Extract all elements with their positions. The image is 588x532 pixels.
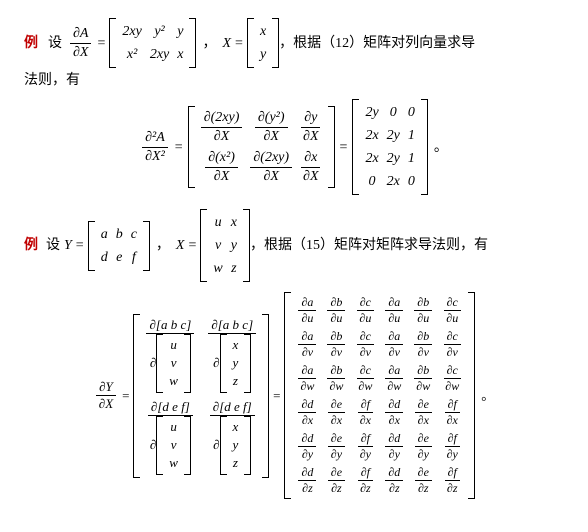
partial-cell: ∂f∂y xyxy=(353,430,378,463)
ex1-mid-matrix: ∂(2xy)∂X ∂(y²)∂X ∂y∂X ∂(x²)∂X ∂(2xy)∂X ∂… xyxy=(188,106,335,188)
partial-cell: ∂e∂x xyxy=(411,396,436,429)
partial-cell: ∂a∂v xyxy=(294,328,320,361)
partial-cell: ∂c∂v xyxy=(440,328,465,361)
partial-cell: ∂c∂u xyxy=(439,294,465,327)
ex1-line1: 例 设 ∂A ∂X = 2xyy²y x²2xyx ， X = x y ，根据（… xyxy=(24,18,564,68)
ex1-tail2: 法则，有 xyxy=(24,70,564,91)
dY-dX: ∂Y ∂X xyxy=(94,379,118,413)
partial-cell: ∂f∂y xyxy=(440,430,465,463)
partial-cell: ∂f∂z xyxy=(440,464,465,497)
d2A-dX2: ∂²A ∂X² xyxy=(140,129,170,165)
partial-cell: ∂c∂w xyxy=(351,362,379,395)
ex1-tail1: ，根据（12）矩阵对列向量求导 xyxy=(279,33,475,54)
partial-cell: ∂b∂v xyxy=(410,328,436,361)
partial-cell: ∂e∂y xyxy=(411,430,436,463)
ex2-big-matrix: ∂a∂u∂b∂u∂c∂u∂a∂u∂b∂u∂c∂u∂a∂v∂b∂v∂c∂v∂a∂v… xyxy=(284,292,475,499)
example-label: 例 xyxy=(24,33,38,54)
partial-cell: ∂e∂z xyxy=(411,464,436,497)
partial-cell: ∂d∂z xyxy=(294,464,320,497)
matrix-Y: abc def xyxy=(88,221,150,271)
partial-cell: ∂b∂u xyxy=(410,294,436,327)
ex2-tail: ，根据（15）矩阵对矩阵求导法则，有 xyxy=(250,235,488,256)
partial-cell: ∂c∂u xyxy=(352,294,378,327)
ex2-line1: 例 设 Y = abc def ， X = ux vy wz ，根据（15）矩阵… xyxy=(24,209,564,282)
partial-cell: ∂d∂x xyxy=(381,396,407,429)
partial-cell: ∂a∂u xyxy=(381,294,407,327)
partial-cell: ∂a∂u xyxy=(294,294,320,327)
partial-cell: ∂a∂v xyxy=(381,328,407,361)
example-label-2: 例 xyxy=(24,235,38,256)
partial-cell: ∂d∂z xyxy=(381,464,407,497)
partial-cell: ∂a∂w xyxy=(380,362,408,395)
partial-cell: ∂e∂z xyxy=(324,464,349,497)
set-label-2: 设 xyxy=(46,235,60,256)
partial-cell: ∂a∂w xyxy=(293,362,321,395)
partial-cell: ∂c∂v xyxy=(353,328,378,361)
partial-cell: ∂b∂w xyxy=(322,362,350,395)
partial-cell: ∂e∂x xyxy=(324,396,349,429)
matrix-X2: ux vy wz xyxy=(200,209,250,282)
ex2-mid-matrix: ∂[a b c] ∂ uvw ∂[a b c] ∂ xyxy=(133,314,269,478)
partial-cell: ∂c∂w xyxy=(438,362,466,395)
partial-cell: ∂b∂u xyxy=(323,294,349,327)
partial-cell: ∂f∂x xyxy=(440,396,465,429)
partial-cell: ∂f∂z xyxy=(353,464,378,497)
partial-cell: ∂f∂x xyxy=(353,396,378,429)
matrix-A: 2xyy²y x²2xyx xyxy=(109,18,196,68)
matrix-X1: x y xyxy=(247,18,279,68)
partial-cell: ∂b∂v xyxy=(323,328,349,361)
partial-cell: ∂b∂w xyxy=(409,362,437,395)
partial-cell: ∂d∂x xyxy=(294,396,320,429)
set-label: 设 xyxy=(48,33,62,54)
partial-cell: ∂d∂y xyxy=(294,430,320,463)
ex1-rhs-matrix: 2y00 2x2y1 2x2y1 02x0 xyxy=(352,99,427,195)
dA-dX: ∂A ∂X xyxy=(68,25,93,61)
partial-cell: ∂e∂y xyxy=(324,430,349,463)
ex1-equation: ∂²A ∂X² = ∂(2xy)∂X ∂(y²)∂X ∂y∂X ∂(x²)∂X … xyxy=(24,99,564,195)
partial-cell: ∂d∂y xyxy=(381,430,407,463)
ex2-equation: ∂Y ∂X = ∂[a b c] ∂ uvw xyxy=(24,292,564,499)
